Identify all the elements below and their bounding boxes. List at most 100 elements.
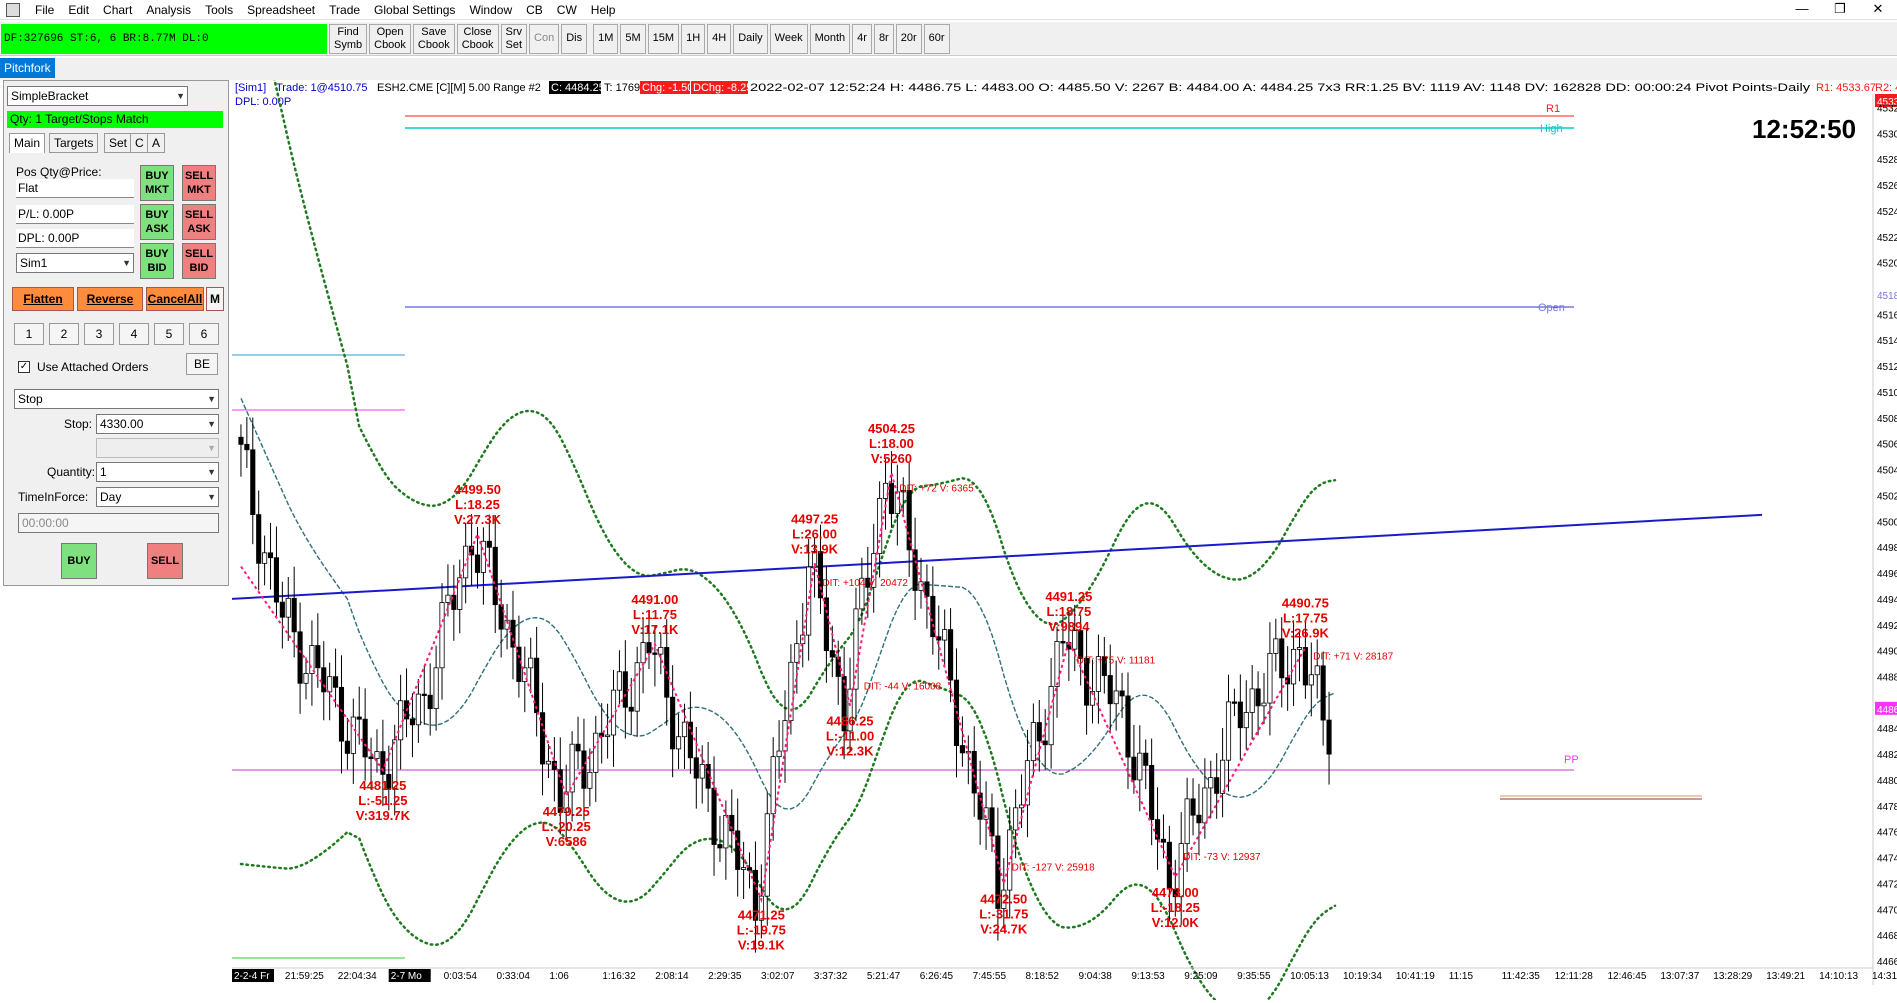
range-20r-button[interactable]: 20r [895, 23, 922, 54]
time-axis-tick: 2-7 Mo [391, 971, 423, 982]
swing-label-line: 4471.25 [738, 908, 785, 923]
menu-cw[interactable]: CW [556, 2, 577, 17]
menu-tools[interactable]: Tools [205, 2, 234, 17]
preset-2-button[interactable]: 2 [49, 323, 79, 345]
menu-help[interactable]: Help [590, 2, 616, 17]
menu-global-settings[interactable]: Global Settings [374, 2, 456, 17]
server-set-button[interactable]: Srv Set [500, 23, 528, 54]
time-in-force-dropdown[interactable]: Day ▼ [96, 487, 219, 507]
close-cbook-button[interactable]: Close Cbook [456, 23, 499, 54]
menu-trade[interactable]: Trade [329, 2, 361, 17]
time-axis-tick: 22:04:34 [338, 971, 377, 982]
interval-1h-button[interactable]: 1H [681, 23, 706, 54]
reverse-button[interactable]: Reverse [77, 287, 143, 311]
buy-market-button[interactable]: BUY MKT [140, 165, 174, 201]
interval-1m-button[interactable]: 1M [593, 23, 619, 54]
price-axis-tick: 4498.50 [1877, 543, 1897, 554]
find-symbol-button[interactable]: Find Symb [329, 23, 368, 54]
time-axis-tick: 12:46:45 [1607, 971, 1646, 982]
candle-body [273, 557, 279, 603]
range-4r-button[interactable]: 4r [852, 23, 872, 54]
buy-bid-button[interactable]: BUY BID [140, 243, 174, 279]
m-button[interactable]: M [206, 287, 224, 311]
interval-month-button[interactable]: Month [809, 23, 851, 54]
candle-body [877, 498, 883, 555]
candle-body [303, 673, 309, 684]
disconnect-button[interactable]: Dis [561, 23, 588, 54]
candle-body [959, 745, 965, 754]
close-icon[interactable]: ✕ [1872, 1, 1884, 16]
save-cbook-button[interactable]: Save Cbook [412, 23, 455, 54]
price-axis-tick: 4524.50 [1877, 207, 1897, 218]
candle-body [1007, 829, 1013, 891]
secondary-price-field[interactable]: ▼ [96, 438, 219, 458]
chevron-down-icon: ▼ [207, 419, 216, 429]
sell-button[interactable]: SELL [147, 543, 183, 579]
range-60r-button[interactable]: 60r [923, 23, 950, 54]
menu-analysis[interactable]: Analysis [146, 2, 192, 17]
time-axis-tick: 13:49:21 [1766, 971, 1805, 982]
menu-window[interactable]: Window [469, 2, 513, 17]
interval-week-button[interactable]: Week [769, 23, 808, 54]
breakeven-button[interactable]: BE [186, 353, 218, 375]
tab-set[interactable]: Set [104, 133, 133, 153]
menu-file[interactable]: File [35, 2, 55, 17]
account-dropdown[interactable]: Sim1 ▼ [16, 253, 134, 273]
price-axis-tick: 4470.50 [1877, 905, 1897, 916]
candle-body [1326, 719, 1332, 755]
time-field[interactable]: 00:00:00 [18, 513, 219, 533]
preset-4-button[interactable]: 4 [119, 323, 149, 345]
connect-button[interactable]: Con [529, 23, 560, 54]
buy-button[interactable]: BUY [61, 543, 97, 579]
interval-5m-button[interactable]: 5M [620, 23, 646, 54]
swing-label: 4497.25L:26.00V:13.9K [791, 511, 839, 556]
buy-ask-button[interactable]: BUY ASK [140, 204, 174, 240]
candle-body [557, 769, 563, 813]
tab-main[interactable]: Main [9, 133, 46, 153]
menu-edit[interactable]: Edit [68, 2, 90, 17]
menu-spreadsheet[interactable]: Spreadsheet [247, 2, 316, 17]
use-attached-checkbox[interactable]: ✓ [18, 361, 30, 373]
range-8r-button[interactable]: 8r [873, 23, 894, 54]
candle-body [267, 552, 274, 559]
preset-3-button[interactable]: 3 [84, 323, 114, 345]
open-cbook-button[interactable]: Open Cbook [369, 23, 411, 54]
tab-a[interactable]: A [147, 133, 166, 153]
candle-body [859, 577, 865, 610]
order-entry-panel: SimpleBracket ▼ Qty: 1 Target/Stops Matc… [3, 80, 229, 586]
interval-4h-button[interactable]: 4H [707, 23, 732, 54]
upper-band-line [255, 0, 1337, 711]
preset-1-button[interactable]: 1 [14, 323, 44, 345]
swing-label: 4486.25L:-11.00V:12.3K [826, 714, 874, 759]
candle-body [1279, 638, 1285, 679]
preset-6-button[interactable]: 6 [189, 323, 219, 345]
sell-market-button[interactable]: SELL MKT [182, 165, 216, 201]
stop-price-field[interactable]: 4330.00 ▼ [96, 414, 219, 434]
candle-body [1030, 722, 1036, 762]
swing-label-line: 4472.50 [980, 891, 1027, 906]
restore-icon[interactable]: ❐ [1834, 1, 1846, 16]
preset-5-button[interactable]: 5 [154, 323, 184, 345]
candle-body [362, 718, 368, 758]
interval-daily-button[interactable]: Daily [733, 23, 768, 54]
candle-body [486, 540, 492, 548]
strategy-dropdown[interactable]: SimpleBracket ▼ [7, 86, 188, 106]
app-icon [6, 2, 20, 17]
sell-bid-button[interactable]: SELL BID [182, 243, 216, 279]
tab-c[interactable]: C [130, 133, 149, 153]
sell-ask-button[interactable]: SELL ASK [182, 204, 216, 240]
cancel-all-button[interactable]: CancelAll [146, 287, 204, 311]
pitchfork-tool-button[interactable]: Pitchfork [0, 58, 55, 78]
order-type-dropdown[interactable]: Stop ▼ [14, 389, 219, 409]
interval-15m-button[interactable]: 15M [647, 23, 680, 54]
tab-targets[interactable]: Targets [49, 133, 99, 153]
candle-body [1024, 760, 1031, 806]
menu-cb[interactable]: CB [526, 2, 543, 17]
price-chart[interactable]: [Sim1] Trade: 1@4510.75 ESH2.CME [C][M] … [231, 0, 1897, 1003]
flatten-button[interactable]: Flatten [12, 287, 74, 311]
minimize-icon[interactable]: — [1795, 1, 1809, 16]
quantity-field[interactable]: 1 ▼ [96, 462, 219, 482]
menu-chart[interactable]: Chart [103, 2, 133, 17]
chevron-down-icon: ▼ [122, 258, 131, 268]
candle-body [581, 750, 587, 789]
